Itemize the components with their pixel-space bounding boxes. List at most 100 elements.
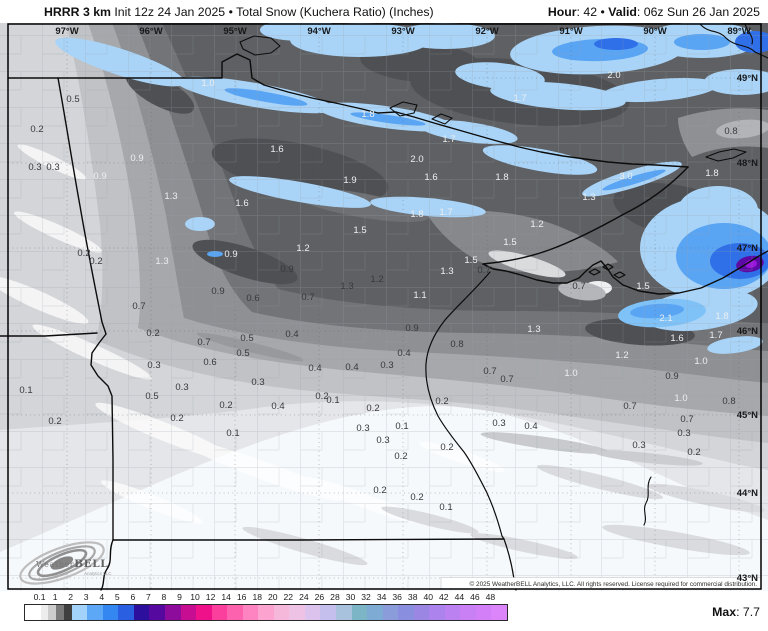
map-label: 89°W	[727, 26, 750, 37]
map-label: 1.3	[440, 266, 453, 277]
map-label: 1.2	[530, 219, 543, 230]
colorbar-tick: 48	[485, 592, 496, 602]
map-label: 0.4	[285, 329, 298, 340]
map-label: 0.9	[93, 171, 106, 182]
colorbar-cell	[71, 605, 88, 620]
colorbar-tick: 38	[407, 592, 418, 602]
colorbar-cell	[320, 605, 336, 620]
map-label: 1.5	[464, 255, 477, 266]
colorbar-cell	[475, 605, 492, 620]
map-label: 1.8	[705, 168, 718, 179]
map-label: 1.3	[155, 256, 168, 267]
map-label: 96°W	[139, 26, 162, 37]
map-label: 0.2	[170, 413, 183, 424]
colorbar-tick: 6	[130, 592, 136, 602]
map-label: 0.8	[450, 339, 463, 350]
model-name: HRRR 3 km	[44, 4, 111, 19]
map-label: 0.9	[280, 264, 293, 275]
map-label: 0.2	[315, 391, 328, 402]
snowfall-map: WeatherBELL Analytics LLC © 2025 Weather…	[0, 23, 768, 591]
header: HRRR 3 km Init 12z 24 Jan 2025 • Total S…	[0, 0, 768, 23]
logo-text-bell: BELL	[74, 558, 108, 570]
map-label: 0.2	[146, 328, 159, 339]
map-label: 0.7	[483, 366, 496, 377]
map-label: 0.2	[435, 396, 448, 407]
map-label: 0.7	[197, 337, 210, 348]
colorbar-tick: 5	[114, 592, 120, 602]
colorbar-tick: 16	[236, 592, 247, 602]
colorbar-tick: 18	[252, 592, 262, 602]
logo-subtext: Analytics LLC	[84, 571, 112, 576]
colorbar-cell	[335, 605, 352, 620]
map-label: 1.8	[495, 172, 508, 183]
colorbar-cell	[367, 605, 383, 620]
map-label: 0.9	[665, 371, 678, 382]
map-label: 0.7	[680, 414, 693, 425]
colorbar-cell	[118, 605, 134, 620]
colorbar-tick-labels: 0.1 1 2 3 4 5 6 7 8 9 10 12 14 16 18 20 22 24 26 28 30 32 34 36…	[24, 592, 506, 603]
map-label: 0.3	[380, 360, 393, 371]
map-label: 90°W	[643, 26, 666, 37]
colorbar-cell	[87, 605, 103, 620]
graticule	[8, 24, 761, 589]
colorbar-tick: 4	[99, 592, 105, 602]
map-label: 0.2	[440, 442, 453, 453]
map-label: 0.9	[211, 286, 224, 297]
map-label: 0.7	[500, 374, 513, 385]
map-label: 43°N	[737, 573, 758, 584]
map-label: 1.7	[439, 207, 452, 218]
map-label: 1.7	[709, 330, 722, 341]
colorbar-cell	[102, 605, 119, 620]
map-label: 2.1	[659, 313, 672, 324]
map-label: 0.5	[66, 94, 79, 105]
map-label: 0.1	[326, 395, 339, 406]
weatherbell-logo: WeatherBELL Analytics LLC	[19, 541, 112, 585]
map-label: 1.6	[270, 144, 283, 155]
colorbar-tick: 12	[205, 592, 216, 602]
map-label: 0.3	[356, 423, 369, 434]
map-label: 0.5	[240, 333, 253, 344]
map-label: 0.8	[722, 396, 735, 407]
colorbar-cell	[63, 605, 72, 620]
logo-text-weather: Weather	[36, 560, 74, 569]
map-label: 48°N	[737, 158, 758, 169]
map-label: 1.8	[361, 109, 374, 120]
map-label: 0.2	[394, 451, 407, 462]
title-left: HRRR 3 km Init 12z 24 Jan 2025 • Total S…	[44, 4, 434, 19]
map-label: 0.2	[219, 400, 232, 411]
map-label: 0.4	[308, 363, 321, 374]
colorbar-tick: 28	[330, 592, 340, 602]
map-label: 2.0	[607, 70, 620, 81]
map-label: 1.5	[503, 237, 516, 248]
map-label: 0.6	[203, 357, 216, 368]
product-name: Total Snow (Kuchera Ratio) (Inches)	[236, 4, 434, 19]
colorbar-cell	[398, 605, 414, 620]
map-label: 45°N	[737, 410, 758, 421]
map-label: 1.0	[674, 393, 687, 404]
map-label: 0.9	[224, 249, 237, 260]
colorbar-cell	[56, 605, 64, 620]
map-label: 0.2	[77, 248, 90, 259]
title-right: Hour: 42 • Valid: 06z Sun 26 Jan 2025	[547, 4, 760, 19]
map-label: 0.3	[175, 382, 188, 393]
map-label: 1.6	[235, 198, 248, 209]
colorbar-cell	[413, 605, 430, 620]
valid-label: Valid	[608, 4, 637, 19]
map-label: 0.3	[28, 162, 41, 173]
map-label: 1.3	[164, 191, 177, 202]
colorbar-tick: 44	[454, 592, 465, 602]
map-label: 92°W	[475, 26, 498, 37]
map-label: 0.1	[395, 421, 408, 432]
colorbar-tick: 10	[190, 592, 200, 602]
colorbar-cell	[242, 605, 259, 620]
colorbar-cell	[25, 605, 41, 620]
map-label: 0.7	[132, 301, 145, 312]
map-label: 1.6	[670, 333, 683, 344]
map-label: 1.9	[343, 175, 356, 186]
map-label: 0.3	[147, 360, 160, 371]
map-label: 0.1	[19, 385, 32, 396]
map-label: 0.5	[236, 348, 249, 359]
map-label: 0.2	[48, 416, 61, 427]
map-label: 1.2	[370, 274, 383, 285]
colorbar-tick: 1	[52, 592, 58, 602]
